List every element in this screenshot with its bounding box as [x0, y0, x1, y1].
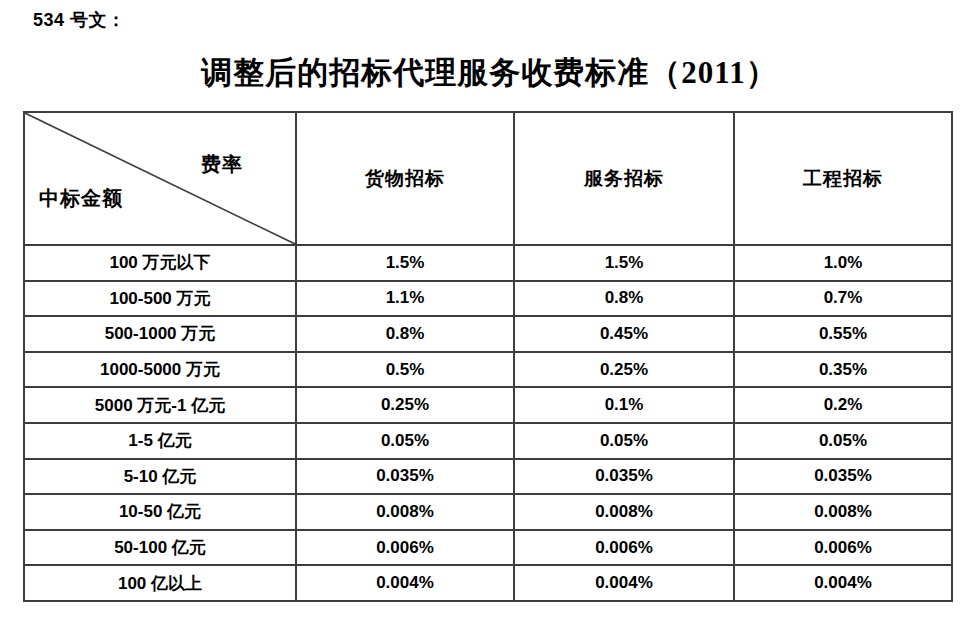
service-rate-cell: 0.1%: [514, 387, 734, 423]
goods-rate-cell: 0.006%: [296, 530, 514, 566]
table-row: 100-500 万元 1.1% 0.8% 0.7%: [24, 281, 952, 317]
table-row: 10-50 亿元 0.008% 0.008% 0.008%: [24, 494, 952, 530]
engineering-rate-cell: 1.0%: [734, 245, 952, 281]
engineering-rate-cell: 0.55%: [734, 316, 952, 352]
column-header-engineering: 工程招标: [734, 112, 952, 245]
amount-tier-cell: 100 亿以上: [24, 565, 296, 601]
engineering-rate-cell: 0.35%: [734, 352, 952, 388]
service-rate-cell: 0.05%: [514, 423, 734, 459]
diagonal-corner-cell: 费率 中标金额: [24, 112, 296, 245]
engineering-rate-cell: 0.035%: [734, 459, 952, 495]
engineering-rate-cell: 0.2%: [734, 387, 952, 423]
service-rate-cell: 0.008%: [514, 494, 734, 530]
table-row: 500-1000 万元 0.8% 0.45% 0.55%: [24, 316, 952, 352]
goods-rate-cell: 1.5%: [296, 245, 514, 281]
table-row: 1000-5000 万元 0.5% 0.25% 0.35%: [24, 352, 952, 388]
amount-tier-cell: 1-5 亿元: [24, 423, 296, 459]
amount-tier-cell: 100-500 万元: [24, 281, 296, 317]
amount-tier-cell: 500-1000 万元: [24, 316, 296, 352]
service-rate-cell: 0.004%: [514, 565, 734, 601]
amount-tier-cell: 10-50 亿元: [24, 494, 296, 530]
goods-rate-cell: 0.004%: [296, 565, 514, 601]
engineering-rate-cell: 0.008%: [734, 494, 952, 530]
fee-rate-table: 费率 中标金额 货物招标 服务招标 工程招标 100 万元以下 1.5% 1.5…: [23, 111, 953, 602]
goods-rate-cell: 0.5%: [296, 352, 514, 388]
document-number-label: 534 号文：: [33, 8, 126, 32]
service-rate-cell: 0.8%: [514, 281, 734, 317]
column-header-service: 服务招标: [514, 112, 734, 245]
goods-rate-cell: 0.008%: [296, 494, 514, 530]
goods-rate-cell: 0.8%: [296, 316, 514, 352]
service-rate-cell: 0.006%: [514, 530, 734, 566]
amount-tier-cell: 5000 万元-1 亿元: [24, 387, 296, 423]
amount-tier-cell: 100 万元以下: [24, 245, 296, 281]
goods-rate-cell: 0.05%: [296, 423, 514, 459]
table-row: 5-10 亿元 0.035% 0.035% 0.035%: [24, 459, 952, 495]
engineering-rate-cell: 0.004%: [734, 565, 952, 601]
header-row: 费率 中标金额 货物招标 服务招标 工程招标: [24, 112, 952, 245]
service-rate-cell: 0.45%: [514, 316, 734, 352]
fee-table-body: 100 万元以下 1.5% 1.5% 1.0% 100-500 万元 1.1% …: [24, 245, 952, 601]
document-page: { "page": { "doc_label": "534 号文：", "tit…: [0, 0, 979, 629]
amount-tier-cell: 50-100 亿元: [24, 530, 296, 566]
service-rate-cell: 1.5%: [514, 245, 734, 281]
table-row: 50-100 亿元 0.006% 0.006% 0.006%: [24, 530, 952, 566]
engineering-rate-cell: 0.05%: [734, 423, 952, 459]
diagonal-line: [25, 113, 295, 244]
table-row: 100 亿以上 0.004% 0.004% 0.004%: [24, 565, 952, 601]
table-row: 1-5 亿元 0.05% 0.05% 0.05%: [24, 423, 952, 459]
engineering-rate-cell: 0.7%: [734, 281, 952, 317]
goods-rate-cell: 1.1%: [296, 281, 514, 317]
fee-table-header: 费率 中标金额 货物招标 服务招标 工程招标: [24, 112, 952, 245]
goods-rate-cell: 0.25%: [296, 387, 514, 423]
service-rate-cell: 0.035%: [514, 459, 734, 495]
corner-label-rate: 费率: [201, 151, 243, 178]
column-header-goods: 货物招标: [296, 112, 514, 245]
engineering-rate-cell: 0.006%: [734, 530, 952, 566]
goods-rate-cell: 0.035%: [296, 459, 514, 495]
table-row: 100 万元以下 1.5% 1.5% 1.0%: [24, 245, 952, 281]
table-row: 5000 万元-1 亿元 0.25% 0.1% 0.2%: [24, 387, 952, 423]
amount-tier-cell: 5-10 亿元: [24, 459, 296, 495]
page-title: 调整后的招标代理服务收费标准（2011）: [0, 52, 979, 94]
corner-label-amount: 中标金额: [39, 185, 123, 212]
amount-tier-cell: 1000-5000 万元: [24, 352, 296, 388]
service-rate-cell: 0.25%: [514, 352, 734, 388]
